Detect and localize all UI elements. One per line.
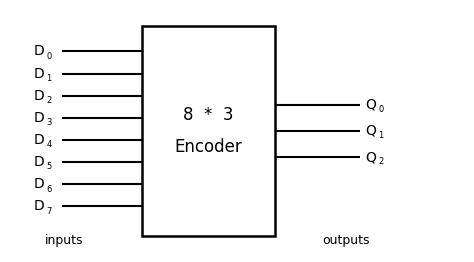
Text: Q: Q xyxy=(365,98,376,112)
Text: D: D xyxy=(33,155,44,169)
Text: 4: 4 xyxy=(46,140,52,149)
Text: Q: Q xyxy=(365,150,376,164)
Text: 5: 5 xyxy=(46,162,52,171)
Text: inputs: inputs xyxy=(45,234,83,248)
Text: D: D xyxy=(33,133,44,147)
Text: 6: 6 xyxy=(46,184,52,194)
Text: D: D xyxy=(33,199,44,214)
Text: D: D xyxy=(33,44,44,58)
Text: D: D xyxy=(33,111,44,125)
Bar xyxy=(142,26,275,236)
Text: 2: 2 xyxy=(46,96,52,105)
Text: D: D xyxy=(33,89,44,103)
Text: 1: 1 xyxy=(378,131,383,140)
Text: 7: 7 xyxy=(46,207,52,216)
Text: D: D xyxy=(33,177,44,191)
Text: Encoder: Encoder xyxy=(175,138,242,156)
Text: D: D xyxy=(33,67,44,80)
Text: 0: 0 xyxy=(46,52,52,61)
Text: 2: 2 xyxy=(378,157,383,166)
Text: outputs: outputs xyxy=(322,234,370,248)
Text: 3: 3 xyxy=(46,118,52,127)
Text: 1: 1 xyxy=(46,74,52,83)
Text: 0: 0 xyxy=(378,105,383,114)
Text: Q: Q xyxy=(365,124,376,138)
Text: 8  *  3: 8 * 3 xyxy=(183,106,234,124)
